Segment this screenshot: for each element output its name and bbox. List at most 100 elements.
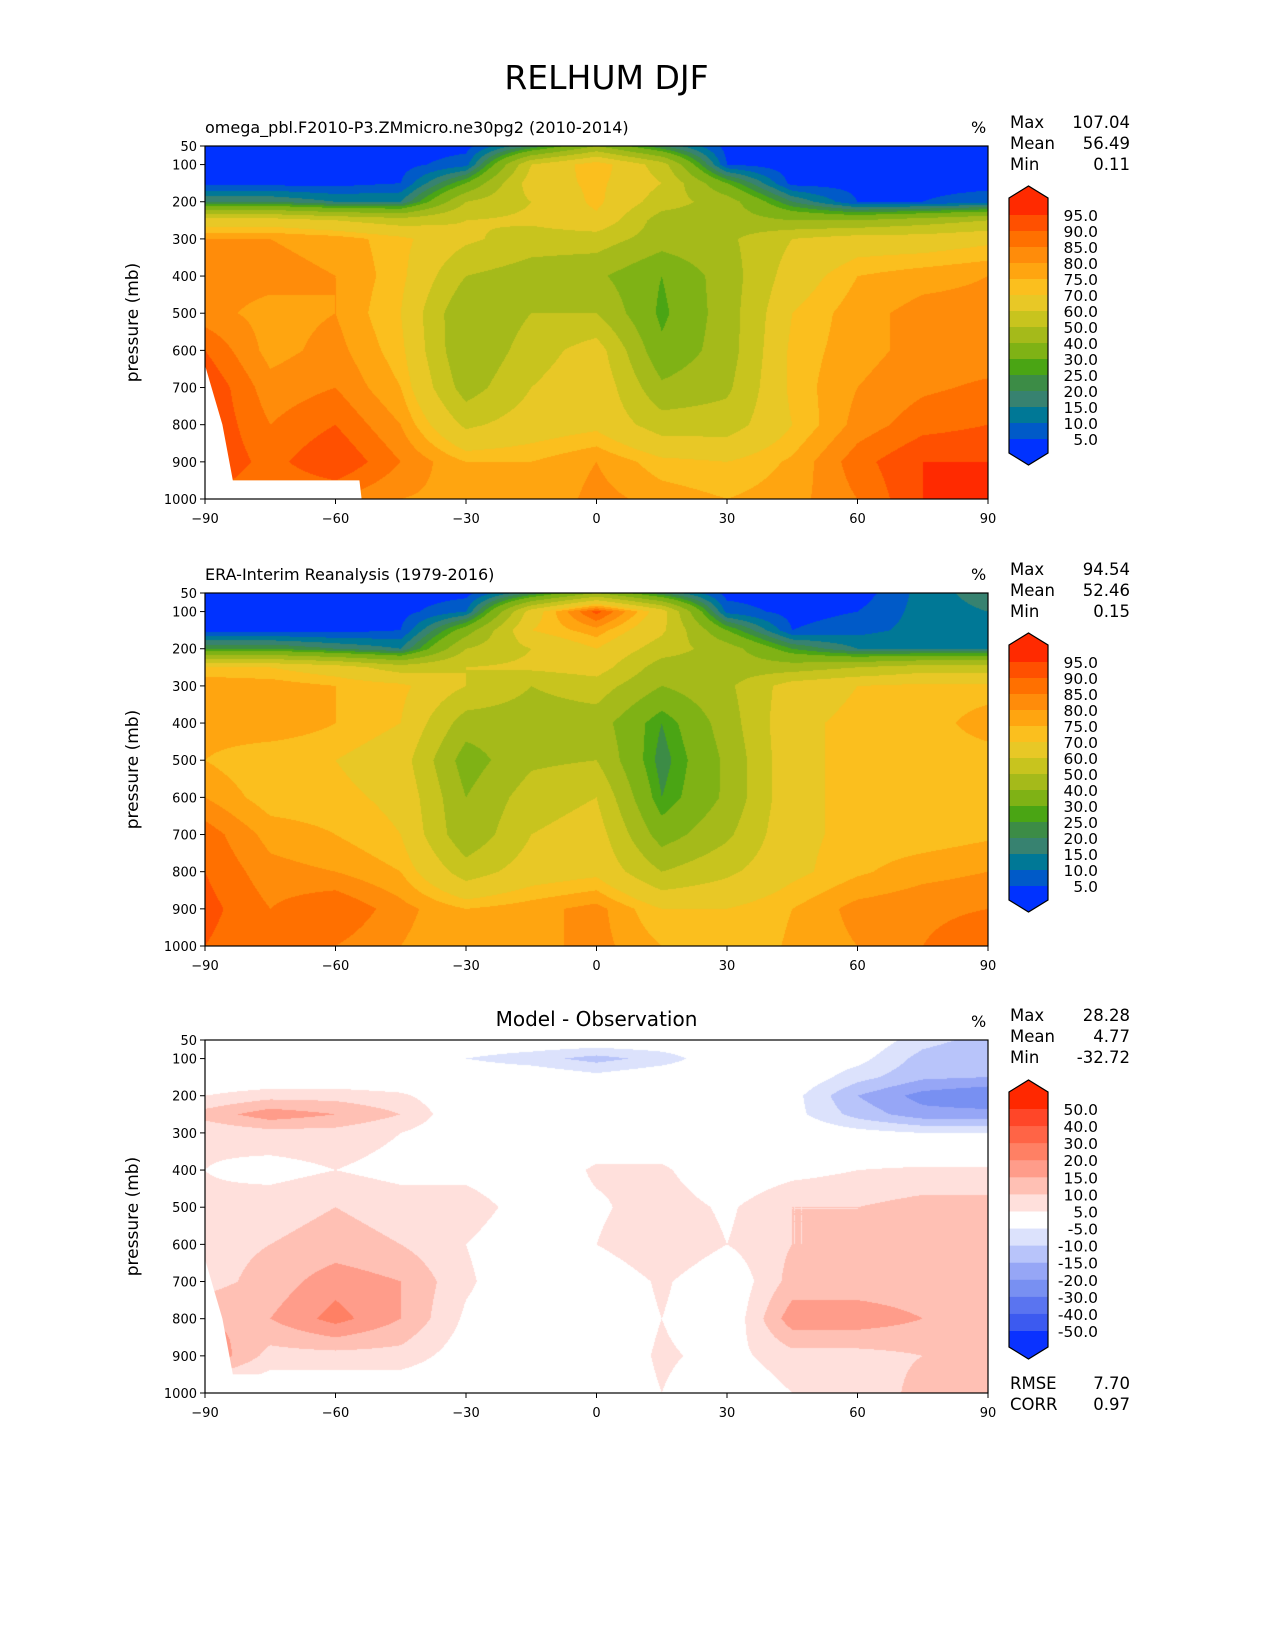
colorbar-tick-label: 50.0	[1063, 766, 1098, 784]
colorbar-tick-label: 40.0	[1063, 1118, 1098, 1136]
y-tick-label: 1000	[164, 493, 197, 508]
colorbar-tick-label: 10.0	[1063, 862, 1098, 880]
colorbar-bin	[1009, 375, 1048, 392]
stat-min: Min 0.15	[1010, 602, 1130, 621]
panel-1-units: %	[971, 118, 987, 137]
colorbar-tick-label: 50.0	[1063, 1101, 1098, 1119]
colorbar-bin	[1009, 1160, 1048, 1178]
colorbar-bin	[1009, 1279, 1048, 1298]
colorbar-outline	[1008, 1079, 1049, 1360]
x-tick-label: −30	[452, 512, 479, 527]
y-tick-label: 500	[172, 307, 197, 322]
panel-3-contour-field	[205, 1040, 988, 1393]
colorbar-tick-label: 20.0	[1063, 830, 1098, 848]
colorbar-tick-label: 75.0	[1063, 718, 1098, 736]
colorbar-bin	[1009, 678, 1048, 695]
colorbar-outline	[1008, 185, 1049, 466]
colorbar-extend-min	[1009, 1331, 1048, 1359]
x-tick-label: −90	[191, 959, 218, 974]
plot-frame	[204, 145, 989, 500]
y-tick-label: 200	[172, 196, 197, 211]
y-axis-label: pressure (mb)	[123, 710, 143, 829]
colorbar-bin	[1009, 790, 1048, 807]
y-tick-label: 300	[172, 680, 197, 695]
colorbar-tick-label: -20.0	[1058, 1272, 1098, 1290]
colorbar-extend-max	[1009, 1080, 1048, 1109]
colorbar-bin	[1009, 359, 1048, 376]
stat-min: Min 0.11	[1010, 155, 1130, 174]
colorbar-extend-max	[1009, 186, 1048, 215]
colorbar-tick-label: 60.0	[1063, 303, 1098, 321]
panel-3-skill-stats: RMSE 7.70 CORR 0.97	[1010, 1373, 1130, 1417]
y-tick-label: 800	[172, 866, 197, 881]
colorbar-tick-label: 85.0	[1063, 239, 1098, 257]
colorbar-tick-label: -40.0	[1058, 1306, 1098, 1324]
colorbar-tick-label: 5.0	[1073, 1203, 1098, 1221]
colorbar-bin	[1009, 263, 1048, 280]
colorbar-bin	[1009, 391, 1048, 408]
colorbar-tick-label: -50.0	[1058, 1323, 1098, 1341]
colorbar: 50.040.030.020.015.010.05.0-5.0-10.0-15.…	[1008, 1079, 1098, 1360]
colorbar-tick-label: 80.0	[1063, 255, 1098, 273]
x-tick-label: 90	[980, 1406, 997, 1421]
y-tick-label: 400	[172, 270, 197, 285]
stat-max: Max 28.28	[1010, 1006, 1130, 1025]
stat-mean: Mean 4.77	[1010, 1027, 1130, 1046]
x-tick-label: −60	[322, 959, 349, 974]
x-tick-label: −60	[322, 512, 349, 527]
colorbar-bin	[1009, 1245, 1048, 1264]
colorbar-bin	[1009, 407, 1048, 424]
missing-data-region	[205, 365, 362, 499]
colorbar-bin	[1009, 774, 1048, 791]
colorbar-bin	[1009, 1109, 1048, 1127]
colorbar-bin	[1009, 854, 1048, 871]
colorbar-tick-label: 30.0	[1063, 1135, 1098, 1153]
colorbar-tick-label: 40.0	[1063, 335, 1098, 353]
colorbar-bin	[1009, 742, 1048, 759]
colorbar-bin	[1009, 822, 1048, 839]
colorbar-bin	[1009, 1313, 1048, 1332]
x-tick-label: 30	[719, 1406, 736, 1421]
y-tick-label: 500	[172, 754, 197, 769]
colorbar-bin	[1009, 231, 1048, 248]
colorbar-tick-label: 15.0	[1063, 846, 1098, 864]
y-tick-label: 300	[172, 233, 197, 248]
colorbar-extend-min	[1009, 439, 1048, 465]
colorbar-tick-label: 25.0	[1063, 814, 1098, 832]
stat-mean: Mean 56.49	[1010, 134, 1130, 153]
stat-max: Max 107.04	[1010, 113, 1130, 132]
colorbar-bin	[1009, 758, 1048, 775]
colorbar-tick-label: 10.0	[1063, 1186, 1098, 1204]
colorbar-tick-label: 5.0	[1073, 431, 1098, 449]
y-tick-label: 700	[172, 829, 197, 844]
panel-2-title: ERA-Interim Reanalysis (1979-2016)	[205, 565, 495, 584]
y-tick-label: 100	[172, 606, 197, 621]
colorbar-tick-label: 95.0	[1063, 207, 1098, 225]
colorbar-bin	[1009, 726, 1048, 743]
colorbar-tick-label: 15.0	[1063, 1169, 1098, 1187]
colorbar-tick-label: 70.0	[1063, 734, 1098, 752]
colorbar-tick-label: -30.0	[1058, 1289, 1098, 1307]
y-tick-label: 700	[172, 1276, 197, 1291]
colorbar-bin	[1009, 806, 1048, 823]
colorbar-bin	[1009, 710, 1048, 727]
y-tick-label: 600	[172, 1238, 197, 1253]
y-tick-label: 50	[180, 140, 197, 155]
colorbar-tick-label: -15.0	[1058, 1255, 1098, 1273]
colorbar-tick-label: 5.0	[1073, 878, 1098, 896]
y-tick-label: 50	[180, 1034, 197, 1049]
colorbar-bin	[1009, 1262, 1048, 1281]
x-tick-label: −90	[191, 1406, 218, 1421]
colorbar-tick-label: -5.0	[1068, 1221, 1098, 1239]
colorbar-tick-label: 10.0	[1063, 415, 1098, 433]
colorbar-tick-label: 20.0	[1063, 383, 1098, 401]
stat-max: Max 94.54	[1010, 560, 1130, 579]
colorbar-tick-label: 50.0	[1063, 319, 1098, 337]
x-tick-label: 30	[719, 512, 736, 527]
stat-min: Min -32.72	[1010, 1048, 1130, 1067]
x-tick-label: 0	[592, 512, 600, 527]
colorbar-bin	[1009, 1126, 1048, 1144]
plot-frame	[204, 1039, 989, 1394]
figure-title: RELHUM DJF	[504, 58, 709, 97]
colorbar-bin	[1009, 838, 1048, 855]
